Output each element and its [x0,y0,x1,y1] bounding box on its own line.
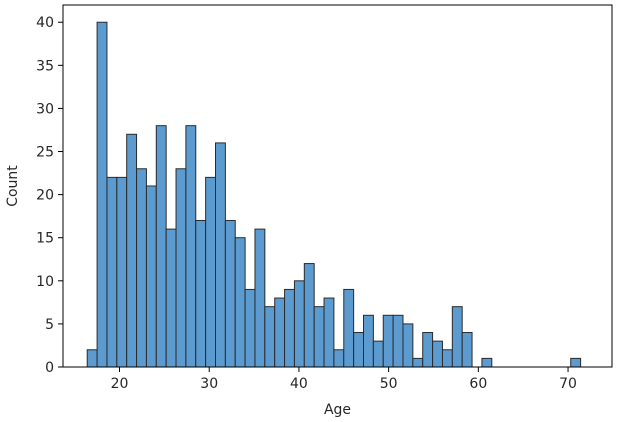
histogram-bar [353,332,365,368]
histogram-bar [96,21,108,368]
histogram-bar [145,185,157,368]
axes-layer [62,4,613,368]
histogram-bar [461,332,473,368]
x-tick-label: 60 [469,376,487,392]
x-axis-label: Age [324,402,351,418]
histogram-bar [224,219,236,368]
histogram-bar [155,125,167,368]
histogram-bar [441,349,453,368]
histogram-bar [195,219,207,368]
y-tick-label: 15 [36,231,54,247]
histogram-bar [382,314,394,368]
histogram-bar [293,280,305,368]
histogram-bar [432,340,443,368]
y-axis-label: Count [5,165,21,207]
bars-layer [86,21,582,368]
histogram-bar [303,263,315,368]
histogram-bar [116,176,128,368]
histogram-bar [363,314,374,368]
histogram-bar [234,237,246,368]
histogram-bar [126,133,138,368]
x-tick-label: 30 [200,376,218,392]
histogram-bar [254,228,266,368]
y-tick-label: 25 [36,145,54,161]
histogram-bar [402,323,414,368]
histogram-bar [185,125,197,368]
y-tick-label: 0 [45,360,54,376]
histogram-bar [205,176,217,368]
histogram-bar [392,314,404,368]
histogram-bar [175,168,187,368]
histogram-bar [412,357,424,368]
plot-frame [62,4,613,368]
histogram-bar [323,297,335,368]
histogram-bar [372,340,384,368]
histogram-bar [481,357,493,368]
histogram-bar [106,176,118,368]
histogram-bar [215,142,226,368]
histogram-bar [264,306,276,368]
histogram-bar [343,288,355,368]
ticks-layer: 20 30 40 50 60 70 0 5 10 15 20 25 30 35 40 [36,15,577,392]
histogram-bar [422,332,434,368]
histogram-bar [313,306,325,368]
histogram-bar [451,306,463,368]
x-tick-label: 70 [559,376,577,392]
histogram-bar [333,349,345,368]
histogram-bar [165,228,177,368]
y-tick-label: 10 [36,274,54,290]
histogram-bar [136,168,147,368]
histogram-bar [284,288,295,368]
histogram-bar [86,349,98,368]
y-tick-label: 40 [36,15,54,31]
x-tick-label: 40 [290,376,308,392]
histogram-bar [244,288,256,368]
y-tick-label: 5 [45,317,54,333]
y-tick-label: 30 [36,101,54,117]
y-tick-label: 20 [36,188,54,204]
x-tick-label: 50 [380,376,398,392]
y-tick-label: 35 [36,58,54,74]
histogram-bar [570,357,582,368]
x-tick-label: 20 [111,376,129,392]
histogram-bar [274,297,286,368]
